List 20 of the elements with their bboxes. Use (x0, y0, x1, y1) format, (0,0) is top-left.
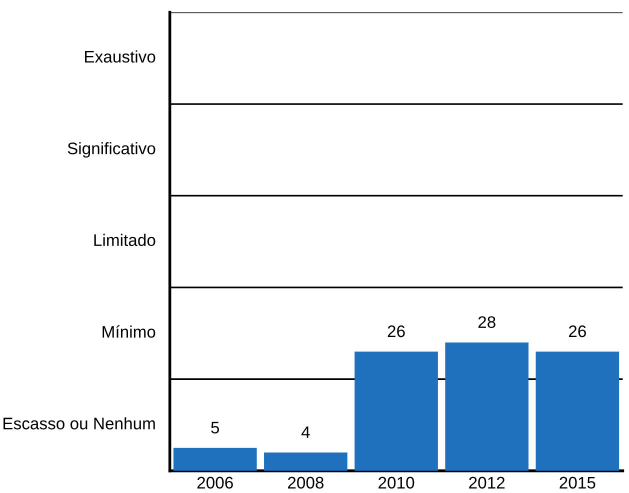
x-tick-label: 2010 (378, 476, 414, 489)
text: Mínimo (102, 325, 156, 338)
data-label: 26 (388, 325, 405, 338)
data-label: 5 (211, 422, 220, 434)
text: Significativo (68, 142, 156, 158)
bar (264, 452, 348, 471)
text: Escasso ou Nenhum (4, 417, 155, 430)
x-tick-label: 2006 (197, 476, 233, 489)
data-label: 26 (568, 325, 586, 338)
data-label: 4 (301, 426, 310, 438)
x-tick-label: 2008 (288, 476, 324, 489)
text: Exaustivo (85, 50, 156, 63)
x-tick-label: 2012 (469, 476, 505, 489)
bar (445, 342, 529, 471)
bar (173, 448, 257, 471)
x-tick-label: 2015 (560, 476, 596, 489)
data-label: 28 (478, 316, 496, 328)
bar (354, 352, 438, 471)
bar (536, 352, 620, 471)
text: Limitado (94, 234, 156, 246)
